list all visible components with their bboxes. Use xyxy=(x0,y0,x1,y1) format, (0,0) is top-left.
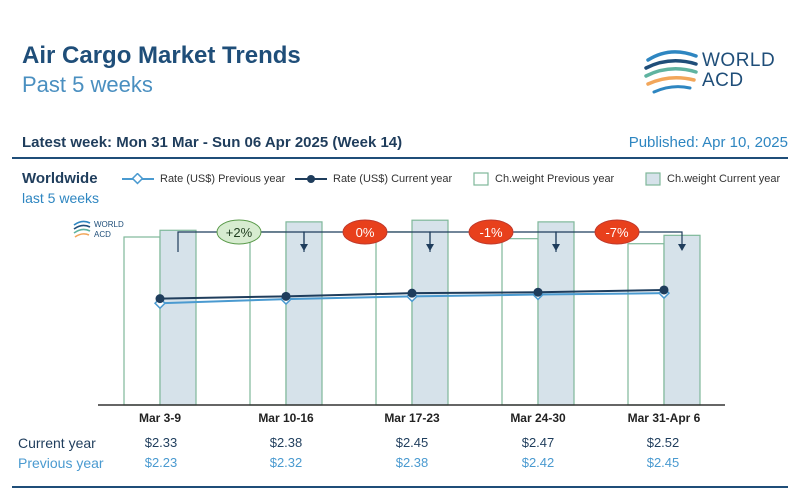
change-badge-label-1: +2% xyxy=(226,225,253,240)
current-rate-1: $2.33 xyxy=(144,435,178,450)
legend-rate-prev-label: Rate (US$) Previous year xyxy=(160,173,286,185)
legend-weight-prev-label: Ch.weight Previous year xyxy=(495,173,615,185)
x-tick-label-2: Mar 10-16 xyxy=(258,411,314,425)
legend-weight-prev: Ch.weight Previous year xyxy=(473,172,614,186)
change-badge-label-3: -1% xyxy=(479,225,503,240)
x-tick-label-1: Mar 3-9 xyxy=(139,411,181,425)
bar-weight-prev-2 xyxy=(249,231,287,406)
latest-week-label: Latest week: Mon 31 Mar - Sun 06 Apr 202… xyxy=(22,134,403,151)
point-rate-cur-1 xyxy=(155,294,165,304)
legend-weight-cur: Ch.weight Current year xyxy=(645,172,780,186)
bar-weight-prev-5 xyxy=(627,243,665,406)
change-arrow-icon-4 xyxy=(678,244,686,251)
change-badge-4 xyxy=(594,219,640,245)
current-rate-3: $2.45 xyxy=(395,435,429,450)
legend-line-dot-icon xyxy=(295,175,327,183)
published-date: Published: Apr 10, 2025 xyxy=(628,134,788,151)
bar-weight-prev-1 xyxy=(123,236,161,406)
previous-rate-2: $2.32 xyxy=(269,455,303,470)
chart-area: Mar 3-9 Mar 10-16 Mar 17-23 Mar 24-30 Mar 31… xyxy=(98,219,725,425)
bar-weight-cur-5 xyxy=(663,234,701,406)
current-rate-2: $2.38 xyxy=(269,435,303,450)
point-rate-cur-4 xyxy=(533,287,543,297)
current-rate-5: $2.52 xyxy=(646,435,680,450)
globe-icon xyxy=(644,50,698,94)
divider-bottom xyxy=(12,486,788,488)
region-period: last 5 weeks xyxy=(22,190,100,206)
logo-word-acd: ACD xyxy=(702,70,744,91)
page-subtitle: Past 5 weeks xyxy=(22,72,153,97)
previous-rate-4: $2.42 xyxy=(521,455,555,470)
page-title: Air Cargo Market Trends xyxy=(22,42,301,69)
legend-box-cur-icon xyxy=(645,172,661,186)
bar-weight-prev-3 xyxy=(375,231,413,406)
previous-rate-5: $2.45 xyxy=(646,455,680,470)
previous-rate-1: $2.23 xyxy=(144,455,178,470)
legend-box-prev-icon xyxy=(473,172,489,186)
legend-weight-cur-label: Ch.weight Current year xyxy=(667,173,781,185)
current-rate-4: $2.47 xyxy=(521,435,555,450)
region-name: Worldwide xyxy=(22,170,98,187)
small-logo-text-1: WORLD xyxy=(94,220,124,229)
point-rate-cur-2 xyxy=(281,291,291,301)
change-badge-2 xyxy=(342,219,388,245)
change-badge-1 xyxy=(216,219,262,245)
x-tick-label-5: Mar 31-Apr 6 xyxy=(628,411,701,425)
small-worldacd-logo: WORLD ACD xyxy=(73,220,124,239)
bar-weight-cur-1 xyxy=(159,229,197,406)
x-tick-label-3: Mar 17-23 xyxy=(384,411,440,425)
previous-year-label: Previous year xyxy=(18,455,104,471)
divider-top xyxy=(12,157,788,159)
point-rate-cur-3 xyxy=(407,288,417,298)
legend-rate-cur: Rate (US$) Current year xyxy=(295,173,452,185)
legend-line-diamond-icon xyxy=(122,173,154,185)
bar-weight-prev-4 xyxy=(501,238,539,406)
x-tick-label-4: Mar 24-30 xyxy=(510,411,566,425)
current-year-label: Current year xyxy=(18,435,96,451)
change-badge-3 xyxy=(468,219,514,245)
small-globe-icon xyxy=(73,220,91,238)
legend-rate-cur-label: Rate (US$) Current year xyxy=(333,173,453,185)
point-rate-cur-5 xyxy=(659,285,669,295)
small-logo-text-2: ACD xyxy=(94,230,111,239)
legend-rate-prev: Rate (US$) Previous year xyxy=(122,173,285,185)
logo-word-world: WORLD xyxy=(702,50,776,71)
worldacd-logo xyxy=(644,50,698,94)
previous-rate-3: $2.38 xyxy=(395,455,429,470)
change-badge-label-2: 0% xyxy=(356,225,375,240)
change-badge-label-4: -7% xyxy=(605,225,629,240)
